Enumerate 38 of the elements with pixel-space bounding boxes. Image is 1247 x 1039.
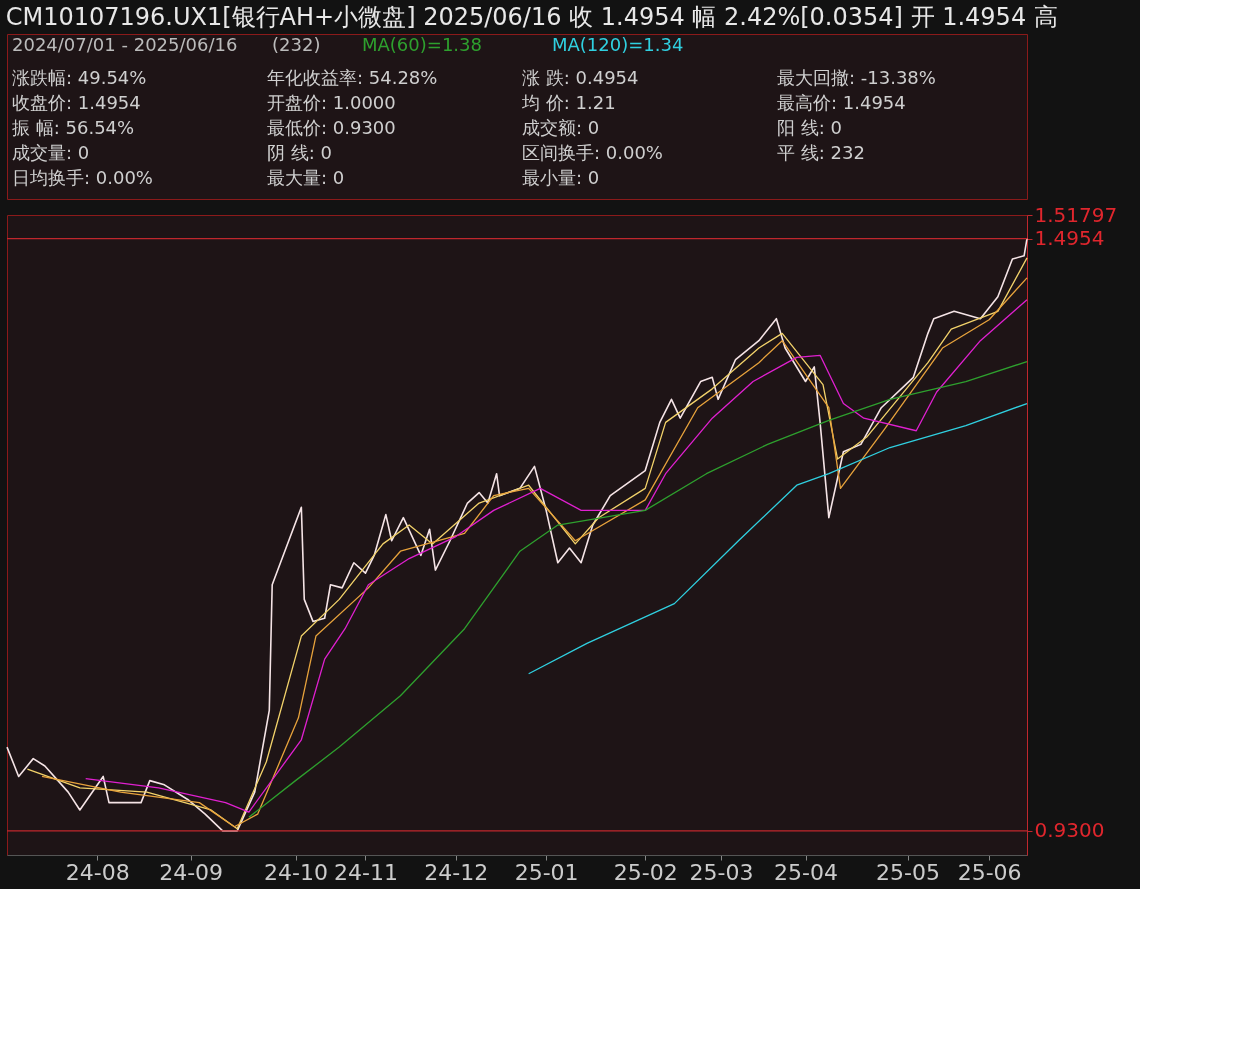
text: 日均换手: 0.00% bbox=[12, 167, 153, 188]
x-tick-label: 24-10 bbox=[264, 859, 328, 885]
text: 成交量: 0 bbox=[12, 142, 90, 163]
text: 成交额: 0 bbox=[522, 117, 600, 138]
text: 均 价: 1.21 bbox=[521, 92, 616, 113]
y-tick-label: 1.4954 bbox=[1034, 226, 1105, 251]
x-tick-label: 25-06 bbox=[957, 859, 1022, 885]
x-tick-label: 25-01 bbox=[514, 859, 579, 885]
x-tick-label: 24-11 bbox=[333, 859, 398, 885]
text: 最小量: 0 bbox=[522, 167, 600, 188]
x-tick-label: 25-03 bbox=[689, 859, 754, 885]
y-tick-label: 0.9300 bbox=[1034, 818, 1105, 843]
text: 最低价: 0.9300 bbox=[267, 117, 396, 138]
text: 年化收益率: 54.28% bbox=[267, 67, 438, 88]
text: 涨 跌: 0.4954 bbox=[522, 67, 639, 88]
text: 最高价: 1.4954 bbox=[777, 92, 906, 113]
text: 最大回撤: -13.38% bbox=[777, 67, 936, 88]
text: 收盘价: 1.4954 bbox=[12, 92, 141, 113]
text: MA(60)=1.38 bbox=[362, 34, 482, 55]
text: MA(120)=1.34 bbox=[552, 34, 684, 55]
text: 涨跌幅: 49.54% bbox=[12, 67, 147, 88]
text: 平 线: 232 bbox=[777, 142, 865, 163]
x-tick-label: 24-09 bbox=[159, 859, 224, 885]
text: 阴 线: 0 bbox=[267, 142, 332, 163]
text: 2024/07/01 - 2025/06/16 bbox=[12, 34, 238, 55]
text: 振 幅: 56.54% bbox=[12, 117, 135, 138]
text: 阳 线: 0 bbox=[777, 117, 842, 138]
text: 开盘价: 1.0000 bbox=[267, 92, 396, 113]
text: 区间换手: 0.00% bbox=[522, 142, 663, 163]
text: (232) bbox=[272, 34, 321, 55]
x-tick-label: 25-05 bbox=[876, 859, 940, 885]
text: 最大量: 0 bbox=[267, 167, 345, 188]
x-tick-label: 25-02 bbox=[613, 859, 678, 885]
chart-title: CM10107196.UX1[银行AH+小微盘] 2025/06/16 收 1.4954 幅 2.42%[0.0354] 开 1.4954 高 bbox=[5, 2, 1058, 31]
x-tick-label: 24-12 bbox=[424, 859, 489, 885]
x-tick-label: 24-08 bbox=[65, 859, 130, 885]
y-tick-label: 1.51797 bbox=[1034, 202, 1118, 227]
x-tick-label: 25-04 bbox=[774, 859, 838, 885]
